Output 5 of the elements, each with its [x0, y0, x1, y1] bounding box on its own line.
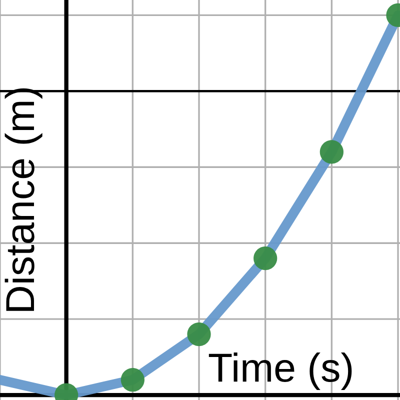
x-axis-title: Time (s) [208, 352, 352, 390]
point [320, 140, 344, 164]
point [254, 246, 278, 270]
point [120, 368, 144, 392]
point [187, 322, 211, 346]
